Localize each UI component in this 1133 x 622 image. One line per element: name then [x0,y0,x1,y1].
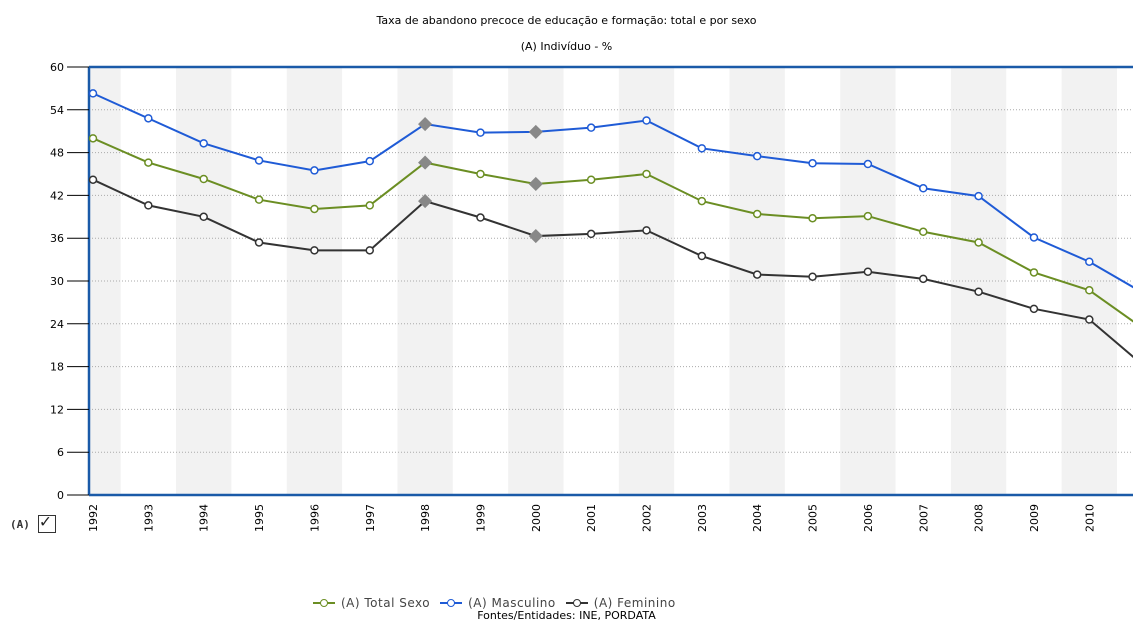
data-point [311,205,318,212]
x-tick-label: 1994 [198,504,211,532]
data-point [920,228,927,235]
data-point [754,153,761,160]
x-tick-label: 2008 [973,504,986,532]
data-point [809,273,816,280]
data-point [145,115,152,122]
data-point [1030,234,1037,241]
data-point [311,247,318,254]
data-point [256,196,263,203]
y-tick-label: 6 [57,446,64,459]
data-point [864,161,871,168]
y-tick-label: 24 [50,318,64,331]
data-point [200,175,207,182]
data-point [643,227,650,234]
data-point [698,253,705,260]
y-tick-label: 48 [50,147,64,160]
y-tick-label: 42 [50,189,64,202]
x-tick-label: 1995 [253,504,266,532]
data-point [256,239,263,246]
x-tick-label: 2005 [807,504,820,532]
x-tick-label: 1998 [419,504,432,532]
data-point [256,157,263,164]
x-tick-label: 1996 [308,504,321,532]
x-tick-label: 2007 [917,504,930,532]
y-tick-label: 54 [50,104,64,117]
data-point [477,214,484,221]
data-point [145,159,152,166]
y-tick-label: 36 [50,232,64,245]
legend-swatch [313,598,335,608]
legend-label: (A) Feminino [594,596,676,610]
data-point [698,145,705,152]
data-point [643,171,650,178]
x-tick-label: 2009 [1028,504,1041,532]
axis-checkbox[interactable] [38,515,56,533]
x-tick-label: 2006 [862,504,875,532]
data-point [698,198,705,205]
chart-legend: (A) Total Sexo (A) Masculino (A) Feminino [313,596,686,610]
source-note: Fontes/Entidades: INE, PORDATA [0,609,1133,622]
x-axis-ticks: 1992 1993 1994 1995 1996 1997 1998 1999 2000 2001… [87,504,1133,532]
x-tick-label: 1993 [142,504,155,532]
legend-swatch [566,598,588,608]
data-point [754,271,761,278]
data-point [1030,269,1037,276]
data-point [1086,287,1093,294]
data-point [477,129,484,136]
data-point [588,176,595,183]
data-point [643,117,650,124]
data-point [1030,305,1037,312]
column-band [1062,67,1117,495]
data-point [90,176,97,183]
data-point [1086,316,1093,323]
data-point [366,247,373,254]
x-tick-label: 2010 [1083,504,1096,532]
y-tick-label: 30 [50,275,64,288]
data-point [200,213,207,220]
x-tick-label: 2004 [751,504,764,532]
legend-label: (A) Total Sexo [341,596,430,610]
data-point [90,135,97,142]
x-tick-label: 2001 [585,504,598,532]
legend-label: (A) Masculino [468,596,556,610]
data-point [311,167,318,174]
legend-item[interactable]: (A) Feminino [566,596,676,610]
axis-selector[interactable]: (A) [10,515,56,533]
data-point [809,215,816,222]
x-tick-label: 1992 [87,504,100,532]
x-tick-label: 2000 [530,504,543,532]
data-point [1086,258,1093,265]
data-point [754,210,761,217]
data-point [864,268,871,275]
y-tick-label: 18 [50,361,64,374]
data-point [477,171,484,178]
x-tick-label: 1997 [364,504,377,532]
data-point [920,275,927,282]
y-tick-label: 12 [50,403,64,416]
data-point [975,288,982,295]
data-point [90,90,97,97]
x-tick-label: 1999 [474,504,487,532]
data-point [975,239,982,246]
data-point [145,202,152,209]
legend-swatch [440,598,462,608]
data-point [809,160,816,167]
x-tick-label: 2003 [696,504,709,532]
data-point [366,202,373,209]
y-axis-ticks: 0 6 12 18 24 30 36 42 48 54 60 [50,61,89,502]
data-point [200,140,207,147]
axis-selector-label: (A) [10,518,30,531]
x-tick-label: 2002 [641,504,654,532]
y-tick-label: 0 [57,489,64,502]
legend-item[interactable]: (A) Masculino [440,596,556,610]
data-point [920,185,927,192]
data-point [588,230,595,237]
data-point [366,158,373,165]
data-point [975,193,982,200]
data-point [864,213,871,220]
y-tick-label: 60 [50,61,64,74]
data-point [588,124,595,131]
legend-item[interactable]: (A) Total Sexo [313,596,430,610]
